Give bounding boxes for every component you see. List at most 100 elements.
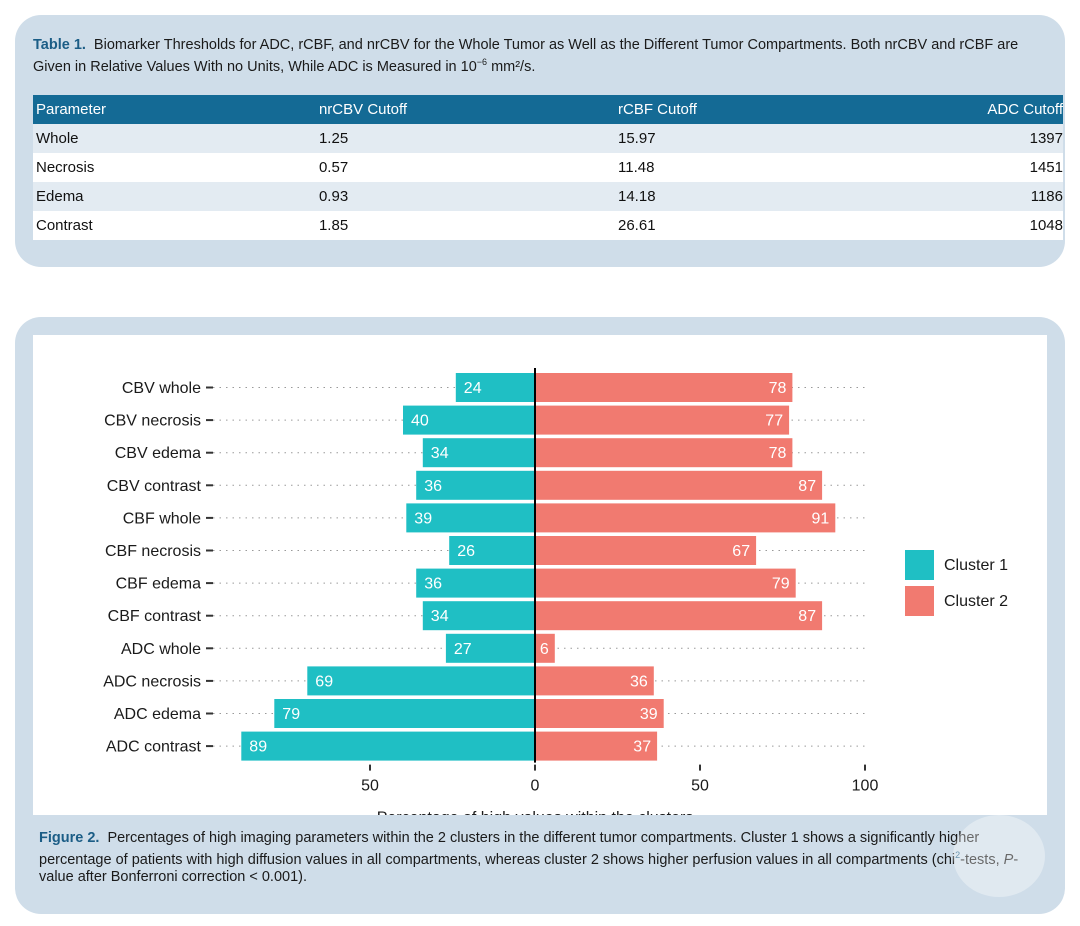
- legend-label: Cluster 1: [944, 557, 1008, 574]
- cluster1-bar: [422, 438, 535, 468]
- diverging-bar-chart: CBV whole 24 78 CBV necrosis 40 77 CBV edema 34…: [103, 368, 1008, 827]
- cluster1-value-label: 34: [431, 445, 449, 462]
- cluster2-bar: [535, 470, 823, 500]
- table-row: Necrosis 0.57 11.48 1451: [33, 153, 1063, 182]
- figure-caption-text: Percentages of high imaging parameters w…: [39, 830, 980, 868]
- table-caption: Table 1. Biomarker Thresholds for ADC, rC…: [33, 37, 1058, 76]
- table-cell: 14.18: [618, 182, 907, 211]
- cluster1-value-label: 27: [454, 641, 472, 658]
- figure-label: Figure 2.: [39, 830, 100, 846]
- table-cell: Whole: [33, 124, 319, 153]
- cluster1-value-label: 89: [249, 739, 267, 756]
- cluster1-value-label: 39: [414, 510, 432, 527]
- cluster1-bar: [445, 633, 535, 663]
- cluster1-bar: [416, 470, 535, 500]
- cluster2-bar: [535, 731, 658, 761]
- cluster2-value-label: 37: [633, 739, 651, 756]
- cluster2-bar: [535, 438, 793, 468]
- figure-caption-end: -value after Bonferroni correction < 0.0…: [39, 851, 1019, 885]
- figure-caption-p: P: [1003, 851, 1014, 868]
- table-caption-text: Biomarker Thresholds for ADC, rCBF, and …: [33, 37, 1019, 75]
- table-panel: Table 1. Biomarker Thresholds for ADC, rC…: [15, 15, 1065, 267]
- cluster1-value-label: 36: [424, 576, 442, 593]
- table-cell: 15.97: [618, 124, 907, 153]
- table-cell: 1.25: [318, 124, 618, 153]
- cluster1-value-label: 69: [315, 673, 333, 690]
- table-cell: 1186: [906, 182, 1063, 211]
- cluster2-bar: [535, 536, 757, 565]
- table-cell: Edema: [33, 182, 319, 211]
- header-nrcbv: nrCBV Cutoff: [318, 95, 618, 124]
- cluster1-bar: [241, 731, 536, 761]
- table-cell: 1397: [906, 124, 1063, 153]
- category-label: CBF whole: [123, 510, 201, 527]
- cluster2-value-label: 87: [798, 608, 816, 625]
- table-header-row: Parameter nrCBV Cutoff rCBF Cutoff ADC C…: [33, 95, 1063, 124]
- cluster2-value-label: 87: [798, 478, 816, 495]
- cluster2-value-label: 39: [640, 706, 658, 723]
- cluster1-bar: [422, 601, 535, 631]
- header-adc: ADC Cutoff: [906, 95, 1063, 124]
- table-cell: 1451: [906, 153, 1063, 182]
- header-parameter: Parameter: [33, 95, 319, 124]
- legend-label: Cluster 2: [944, 593, 1008, 610]
- cluster1-value-label: 34: [431, 608, 449, 625]
- x-tick-label: 50: [691, 778, 709, 795]
- category-label: CBV necrosis: [104, 413, 201, 430]
- category-label: CBV contrast: [107, 478, 202, 495]
- table-label: Table 1.: [33, 37, 86, 53]
- category-label: CBV whole: [122, 380, 201, 397]
- x-tick-label: 0: [531, 778, 540, 795]
- table-caption-unit: mm²/s.: [487, 58, 536, 75]
- cluster2-value-label: 79: [772, 576, 790, 593]
- cluster1-value-label: 24: [464, 380, 482, 397]
- x-tick-label: 100: [852, 778, 879, 795]
- legend-swatch: [905, 550, 934, 580]
- table-cell: 26.61: [618, 211, 907, 240]
- cluster2-value-label: 91: [812, 510, 830, 527]
- table-cell: 1048: [906, 211, 1063, 240]
- cluster2-bar: [535, 666, 654, 696]
- cluster1-value-label: 79: [282, 706, 300, 723]
- category-label: CBF necrosis: [105, 543, 201, 560]
- cluster1-bar: [406, 503, 535, 533]
- cluster2-value-label: 78: [769, 380, 787, 397]
- category-label: ADC whole: [121, 641, 201, 658]
- chart-area: CBV whole 24 78 CBV necrosis 40 77 CBV edema 34…: [33, 335, 1047, 827]
- x-tick-label: 50: [361, 778, 379, 795]
- cluster1-bar: [307, 666, 535, 696]
- figure-caption-tests: -tests,: [960, 851, 1004, 868]
- watermark-logo: [953, 815, 1045, 897]
- cluster2-value-label: 6: [540, 641, 549, 658]
- cluster1-bar: [455, 373, 535, 402]
- category-label: CBF contrast: [108, 608, 202, 625]
- cluster1-bar: [449, 536, 535, 565]
- cluster1-bar: [403, 405, 535, 435]
- table-row: Edema 0.93 14.18 1186: [33, 182, 1063, 211]
- category-label: CBV edema: [115, 445, 201, 462]
- table-cell: 1.85: [318, 211, 618, 240]
- table-cell: 0.57: [318, 153, 618, 182]
- table-caption-exponent: −6: [476, 57, 488, 67]
- cluster1-bar: [416, 568, 535, 598]
- category-label: ADC edema: [114, 706, 201, 723]
- cluster1-value-label: 36: [424, 478, 442, 495]
- cluster2-value-label: 67: [732, 543, 750, 560]
- cluster2-value-label: 36: [630, 673, 648, 690]
- cluster2-bar: [535, 503, 836, 533]
- table-cell: Contrast: [33, 211, 319, 240]
- cluster2-bar: [535, 699, 664, 728]
- cluster1-bar: [274, 699, 535, 728]
- table-row: Contrast 1.85 26.61 1048: [33, 211, 1063, 240]
- category-label: ADC necrosis: [103, 673, 201, 690]
- header-rcbf: rCBF Cutoff: [618, 95, 907, 124]
- figure-panel: CBV whole 24 78 CBV necrosis 40 77 CBV edema 34…: [15, 317, 1065, 914]
- figure-caption: Figure 2. Percentages of high imaging par…: [39, 830, 1049, 886]
- legend-swatch: [905, 586, 934, 616]
- cluster2-bar: [535, 633, 555, 663]
- cluster2-bar: [535, 568, 796, 598]
- x-axis-title: Percentage of high values within the clu…: [377, 810, 694, 815]
- figure-caption-superscript: 2: [955, 850, 961, 860]
- cluster1-value-label: 26: [457, 543, 475, 560]
- cluster2-value-label: 77: [765, 413, 783, 430]
